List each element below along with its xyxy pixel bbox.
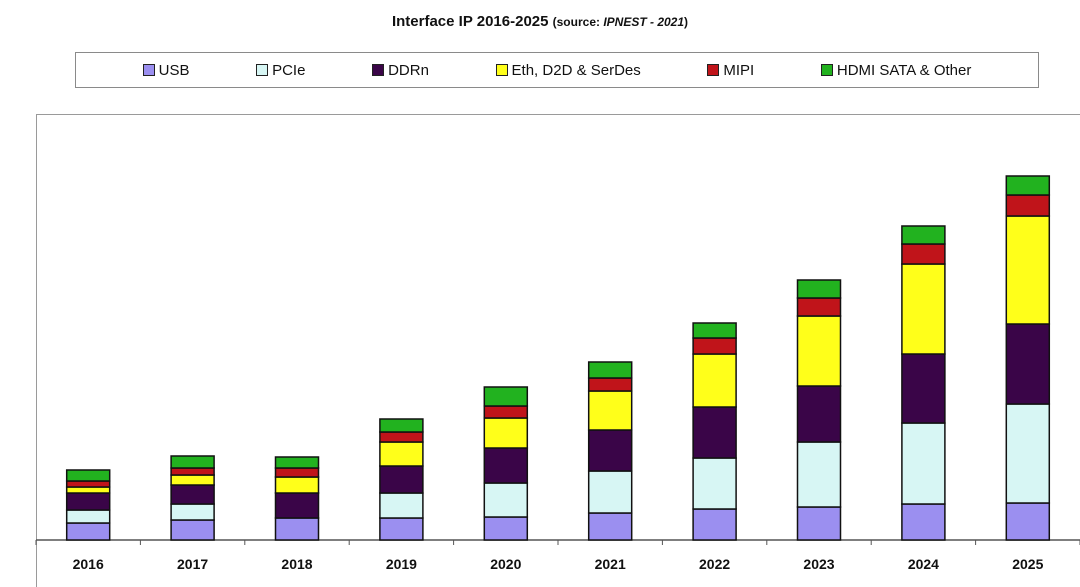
bar-segment-2022-3	[692, 353, 737, 408]
legend-label-5: HDMI SATA & Other	[836, 61, 972, 79]
bar-segment-2024-4	[901, 243, 946, 265]
bar-segment-2016-0	[65, 522, 111, 541]
bar-segment-2017-1	[170, 503, 215, 521]
bar-segment-2022-5	[692, 322, 737, 339]
bar-segment-2017-0	[170, 519, 215, 541]
bar-segment-2016-1	[65, 509, 111, 524]
bar-segment-2022-2	[692, 406, 737, 459]
chart-source-prefix: (source:	[552, 15, 604, 29]
legend-label-2: DDRn	[388, 61, 429, 79]
legend-label-3: Eth, D2D & SerDes	[511, 61, 641, 79]
bar-segment-2023-0	[796, 506, 842, 541]
legend-label-4: MIPI	[723, 61, 755, 79]
bar-segment-2017-4	[170, 467, 215, 476]
bar-segment-2024-1	[901, 422, 946, 505]
plot-area	[36, 114, 1080, 587]
legend-label-0: USB	[158, 61, 190, 79]
bar-segment-2019-3	[379, 441, 424, 467]
chart-legend: USB PCIe DDRn Eth, D2D & SerDes MIPI HDMI SAT…	[75, 52, 1039, 88]
legend-item-2: DDRn	[372, 62, 429, 79]
bar-segment-2018-3	[274, 476, 320, 494]
bar-segment-2023-1	[796, 441, 842, 508]
bar-segment-2021-1	[587, 470, 633, 514]
x-tick-label-2020: 2020	[490, 556, 521, 572]
bar-segment-2020-5	[483, 386, 529, 407]
bar-segment-2017-2	[170, 484, 215, 505]
bar-segment-2019-1	[379, 492, 424, 519]
bar-segment-2022-1	[692, 457, 737, 510]
legend-item-4: MIPI	[707, 62, 754, 79]
chart-source: (source: IPNEST - 2021)	[553, 15, 688, 29]
chart-source-suffix: )	[684, 15, 689, 29]
bar-segment-2024-0	[901, 503, 946, 541]
bar-segment-2018-5	[274, 456, 320, 469]
x-tick-label-2019: 2019	[386, 556, 417, 572]
x-tick-label-2021: 2021	[595, 556, 626, 572]
bar-segment-2016-4	[65, 480, 111, 488]
legend-swatch-2	[372, 64, 385, 76]
bar-segment-2024-5	[901, 225, 946, 245]
legend-label-1: PCIe	[272, 61, 306, 79]
bar-segment-2021-0	[587, 512, 633, 541]
bar-segment-2019-4	[379, 431, 424, 443]
x-tick-label-2016: 2016	[73, 556, 104, 572]
bar-segment-2025-3	[1005, 215, 1051, 325]
bar-segment-2019-5	[379, 418, 424, 433]
legend-swatch-4	[707, 64, 720, 76]
bar-segment-2016-5	[65, 469, 111, 482]
bar-segment-2018-0	[274, 517, 320, 541]
x-tick-label-2024: 2024	[908, 556, 939, 572]
legend-item-0: USB	[142, 61, 190, 79]
bar-segment-2020-3	[483, 417, 529, 449]
bar-segment-2020-2	[483, 447, 529, 484]
bar-segment-2023-2	[796, 385, 842, 443]
bar-segment-2021-3	[587, 390, 633, 431]
x-tick-label-2023: 2023	[803, 556, 834, 572]
bar-segment-2020-0	[483, 516, 529, 541]
bar-segment-2023-4	[796, 297, 842, 317]
bar-segment-2020-1	[483, 482, 529, 518]
x-tick-label-2018: 2018	[281, 556, 312, 572]
bar-segment-2025-0	[1005, 502, 1051, 541]
bar-segment-2016-2	[65, 492, 111, 511]
bar-segment-2019-0	[379, 517, 424, 541]
x-tick-label-2025: 2025	[1012, 556, 1043, 572]
chart-title-text: Interface IP 2016-2025	[391, 13, 549, 30]
bar-segment-2017-3	[170, 474, 215, 486]
bar-segment-2025-5	[1005, 175, 1051, 196]
bar-segment-2022-0	[692, 508, 737, 541]
bar-segment-2025-2	[1005, 323, 1051, 405]
bar-segment-2021-4	[587, 377, 633, 392]
bar-segment-2017-5	[170, 455, 215, 469]
bar-segment-2021-5	[587, 361, 633, 379]
bar-segment-2021-2	[587, 429, 633, 472]
bar-segment-2018-2	[274, 492, 320, 519]
legend-swatch-3	[495, 64, 508, 76]
bar-segment-2022-4	[692, 337, 737, 355]
chart-source-name: IPNEST - 2021	[603, 15, 685, 29]
legend-swatch-1	[256, 64, 269, 76]
x-tick-label-2017: 2017	[177, 556, 208, 572]
bar-segment-2019-2	[379, 465, 424, 494]
bar-segment-2016-3	[65, 486, 111, 494]
bar-segment-2025-1	[1005, 403, 1051, 504]
legend-swatch-5	[820, 64, 833, 76]
legend-item-1: PCIe	[256, 62, 305, 79]
legend-item-3: Eth, D2D & SerDes	[495, 61, 641, 79]
bar-segment-2023-5	[796, 279, 842, 299]
legend-item-5: HDMI SATA & Other	[820, 61, 972, 79]
bar-segment-2024-2	[901, 353, 946, 424]
bar-segment-2020-4	[483, 405, 529, 419]
bar-segment-2023-3	[796, 315, 842, 387]
bar-segment-2025-4	[1005, 194, 1051, 217]
bar-segment-2024-3	[901, 263, 946, 355]
chart-title: Interface IP 2016-2025 (source: IPNEST -…	[0, 13, 1080, 30]
x-tick-label-2022: 2022	[699, 556, 730, 572]
bar-segment-2018-4	[274, 467, 320, 478]
legend-swatch-0	[142, 64, 155, 76]
